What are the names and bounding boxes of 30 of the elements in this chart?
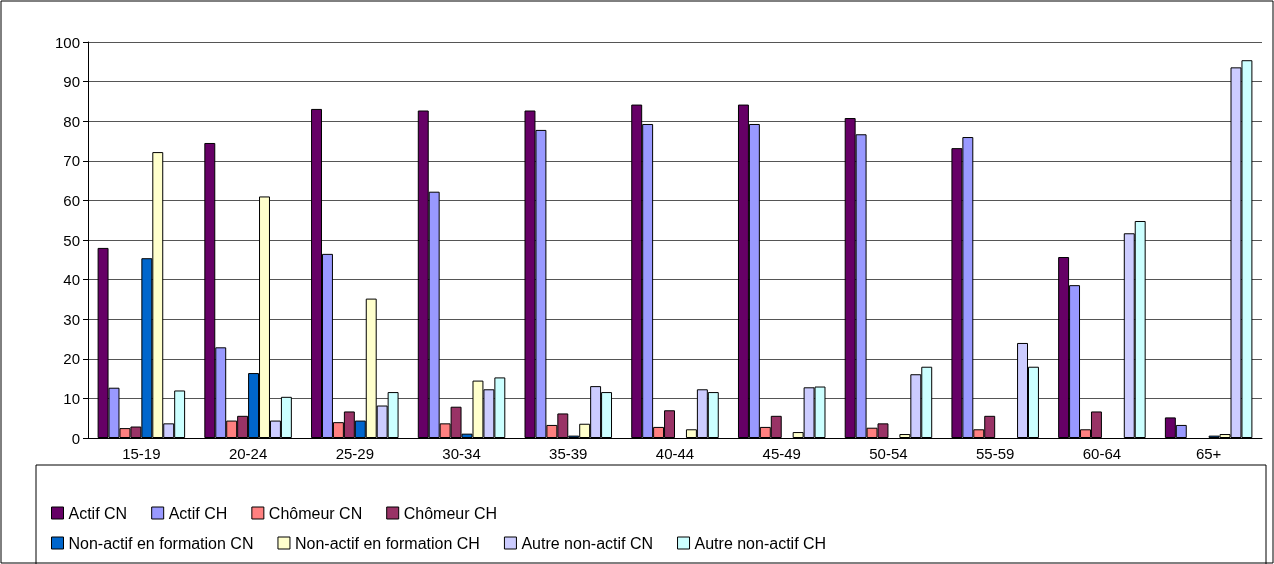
x-tick-label: 50-54: [869, 445, 908, 462]
x-tick-label: 60-64: [1082, 445, 1122, 462]
legend-label: Autre non-actif CN: [521, 534, 654, 552]
legend-label: Non-actif en formation CN: [68, 534, 254, 552]
x-tick-label: 40-44: [655, 445, 695, 462]
y-tick-label: 30: [63, 310, 80, 328]
x-tick-label: 35-39: [549, 445, 588, 462]
y-tick-label: 60: [63, 191, 80, 209]
legend-label: Chômeur CH: [403, 504, 498, 522]
y-tick-label: 10: [63, 389, 80, 407]
x-tick-label: 65+: [1195, 445, 1222, 462]
y-tick-label: 100: [54, 33, 80, 51]
y-tick-label: 90: [63, 73, 80, 91]
y-tick-label: 0: [71, 429, 80, 447]
x-tick-label: 20-24: [228, 445, 268, 462]
y-tick-label: 70: [63, 152, 80, 170]
y-tick-label: 80: [63, 112, 80, 130]
x-tick-label: 30-34: [442, 445, 481, 462]
legend-label: Non-actif en formation CH: [294, 534, 480, 552]
y-tick-label: 40: [63, 271, 80, 289]
x-tick-label: 55-59: [975, 445, 1015, 462]
legend-label: Chômeur CN: [268, 504, 363, 522]
x-tick-label: 25-29: [335, 445, 375, 462]
legend-label: Actif CH: [168, 504, 228, 522]
y-tick-label: 50: [63, 231, 80, 249]
legend-label: Actif CN: [68, 504, 128, 522]
y-tick-label: 20: [63, 350, 80, 368]
x-tick-label: 45-49: [762, 445, 801, 462]
x-tick-label: 15-19: [122, 445, 161, 462]
legend-label: Autre non-actif CH: [694, 534, 827, 552]
